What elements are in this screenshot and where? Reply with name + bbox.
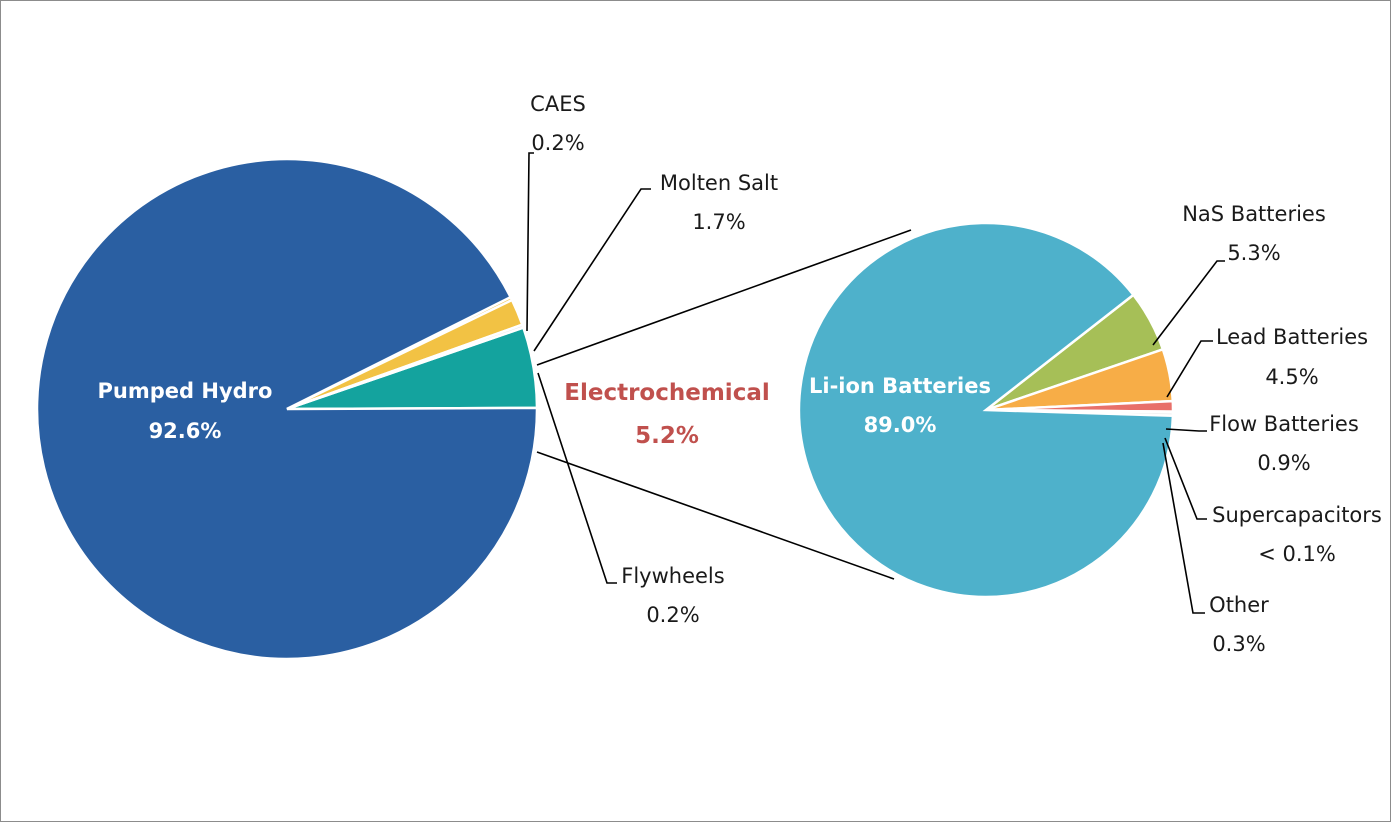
value-lead-batteries: 4.5% <box>1265 365 1318 389</box>
value-caes: 0.2% <box>531 131 584 155</box>
leader-line-flow-batteries <box>1165 428 1207 432</box>
value-flywheels: 0.2% <box>646 603 699 627</box>
label-lead-batteries: Lead Batteries <box>1216 325 1368 349</box>
label-electrochemical: Electrochemical <box>564 380 769 406</box>
value-nas-batteries: 5.3% <box>1227 241 1280 265</box>
slice-li-ion-batteries <box>797 221 1175 599</box>
leader-line-lead-batteries <box>1166 340 1213 398</box>
label-li-ion-batteries: Li-ion Batteries <box>809 374 991 398</box>
leader-line-flywheels <box>537 372 617 584</box>
label-supercapacitors: Supercapacitors <box>1212 503 1382 527</box>
label-caes: CAES <box>530 92 586 116</box>
label-flywheels: Flywheels <box>621 564 724 588</box>
value-other: 0.3% <box>1212 632 1265 656</box>
value-flow-batteries: 0.9% <box>1257 451 1310 475</box>
value-molten-salt: 1.7% <box>692 210 745 234</box>
label-other: Other <box>1209 593 1269 617</box>
leader-line-molten-salt <box>533 188 651 352</box>
label-pumped-hydro: Pumped Hydro <box>98 379 273 403</box>
slice-flywheels <box>286 323 525 411</box>
leader-line-caes <box>526 152 534 332</box>
label-nas-batteries: NaS Batteries <box>1182 202 1326 226</box>
leader-line-nas-batteries <box>1152 260 1225 346</box>
connector-line-top <box>536 229 912 366</box>
value-pumped-hydro: 92.6% <box>149 419 222 443</box>
leader-line-supercapacitors <box>1164 437 1207 520</box>
value-li-ion-batteries: 89.0% <box>864 413 937 437</box>
leader-line-other <box>1162 442 1205 614</box>
label-molten-salt: Molten Salt <box>660 171 778 195</box>
value-electrochemical: 5.2% <box>635 423 699 449</box>
value-supercapacitors: < 0.1% <box>1258 542 1336 566</box>
label-flow-batteries: Flow Batteries <box>1209 412 1359 436</box>
connector-line-bottom <box>536 451 895 580</box>
